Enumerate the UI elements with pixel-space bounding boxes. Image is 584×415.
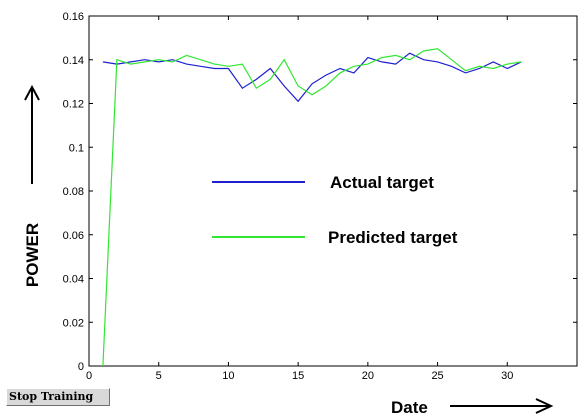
x-axis-arrow-icon [450, 398, 554, 414]
legend-label-predicted: Predicted target [328, 228, 458, 247]
y-tick-label: 0.12 [63, 99, 84, 111]
x-tick-label: 30 [501, 370, 513, 382]
plot-area [88, 15, 578, 367]
y-tick-label: 0 [78, 361, 84, 373]
tick-layer: 0 5 10 15 20 25 30 0 0.02 0.04 0.06 0.08 0.1 0.12 0.14… [63, 11, 577, 382]
legend: Actual target Predicted target [212, 173, 458, 247]
y-tick-label: 0.06 [63, 230, 84, 242]
y-axis-arrow-icon [24, 84, 40, 184]
x-tick-label: 5 [156, 370, 162, 382]
y-tick-label: 0.14 [63, 55, 84, 67]
x-tick-label: 10 [222, 370, 234, 382]
y-axis-title: POWER [23, 223, 42, 287]
series-line-actual [102, 52, 522, 103]
x-tick-label: 15 [292, 370, 304, 382]
y-tick-label: 0.08 [63, 186, 84, 198]
series-layer [102, 48, 522, 367]
x-tick-label: 20 [362, 370, 374, 382]
x-axis-title: Date [391, 398, 428, 415]
y-tick-label: 0.16 [63, 11, 84, 23]
x-tick-label: 0 [86, 370, 92, 382]
x-tick-label: 25 [431, 370, 443, 382]
y-tick-label: 0.02 [63, 317, 84, 329]
y-tick-label: 0.04 [63, 274, 84, 286]
legend-label-actual: Actual target [330, 173, 434, 192]
stop-training-button[interactable]: Stop Training [6, 388, 110, 406]
y-tick-label: 0.1 [69, 142, 84, 154]
series-line-predicted [102, 48, 522, 367]
